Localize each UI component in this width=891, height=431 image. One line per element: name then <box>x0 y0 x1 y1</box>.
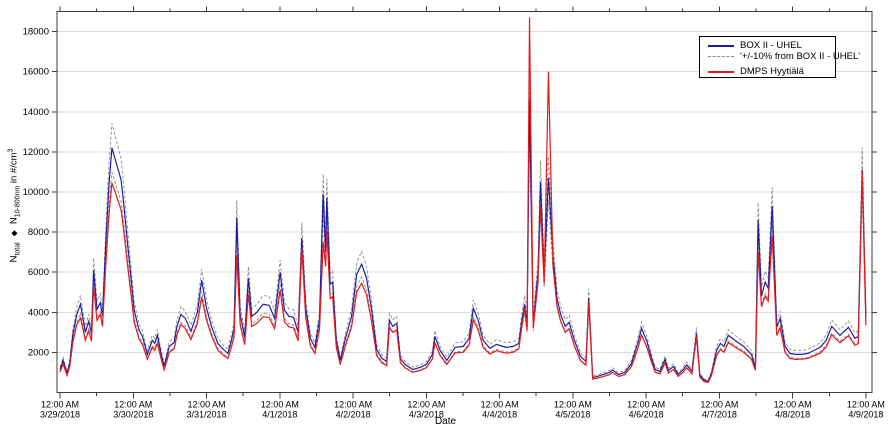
y-tick-label: 12000 <box>23 147 49 158</box>
x-axis-title: Date <box>434 416 457 427</box>
x-tick-label-date: 4/3/2018 <box>409 410 444 420</box>
y-label-units: in #/cm3 <box>7 148 20 186</box>
legend-label-box2-uhel: BOX II - UHEL <box>740 40 802 51</box>
x-tick-label-time: 12:00 AM <box>188 400 226 410</box>
y-tick-label: 6000 <box>28 267 49 278</box>
legend-line-sample-dashed-icon <box>708 56 734 57</box>
x-tick-label-date: 3/31/2018 <box>187 410 227 420</box>
plot-frame <box>56 11 873 393</box>
x-tick-label-time: 12:00 AM <box>774 400 812 410</box>
x-tick-label-time: 12:00 AM <box>41 400 79 410</box>
x-tick-label-time: 12:00 AM <box>627 400 665 410</box>
x-tick-label-date: 3/30/2018 <box>113 410 153 420</box>
x-tick-label-date: 4/7/2018 <box>702 410 737 420</box>
x-tick-label-time: 12:00 AM <box>114 400 152 410</box>
legend-item-envelope: '+/-10% from BOX II - UHEL' <box>700 51 860 62</box>
y-tick-label: 10000 <box>23 187 49 198</box>
x-tick-label-time: 12:00 AM <box>481 400 519 410</box>
x-tick-label-date: 4/5/2018 <box>555 410 590 420</box>
x-tick-label-time: 12:00 AM <box>700 400 738 410</box>
x-tick-label-date: 4/1/2018 <box>262 410 297 420</box>
series-line-envelope-lower <box>59 129 867 383</box>
legend-label-envelope: '+/-10% from BOX II - UHEL' <box>740 51 861 62</box>
x-tick-label-time: 12:00 AM <box>334 400 372 410</box>
x-tick-label-time: 12:00 AM <box>847 400 885 410</box>
y-tick-label: 2000 <box>28 347 49 358</box>
legend-line-sample-blue-icon <box>708 44 734 47</box>
legend-item-dmps: DMPS Hyytiälä <box>700 66 835 77</box>
y-tick-label: 18000 <box>23 27 49 38</box>
y-tick-label: 8000 <box>28 227 49 238</box>
y-label-n-total: Ntotal <box>8 242 22 263</box>
x-tick-label-date: 4/6/2018 <box>629 410 664 420</box>
series-line-dmps <box>59 17 867 384</box>
x-tick-label-time: 12:00 AM <box>407 400 445 410</box>
x-tick-label-date: 3/29/2018 <box>40 410 80 420</box>
y-tick-label: 16000 <box>23 67 49 78</box>
diamond-icon: ◆ <box>9 230 19 237</box>
series-line-envelope-upper <box>59 70 867 381</box>
x-tick-label-date: 4/8/2018 <box>775 410 810 420</box>
legend-item-box2-uhel: BOX II - UHEL <box>700 40 835 51</box>
series-line-box2-uhel <box>59 99 867 382</box>
legend: BOX II - UHEL '+/-10% from BOX II - UHEL… <box>699 36 860 78</box>
y-axis-label: Ntotal ◆ N10-800nm in #/cm3 <box>7 56 22 356</box>
x-tick-label-time: 12:00 AM <box>554 400 592 410</box>
x-tick-label-date: 4/9/2018 <box>848 410 883 420</box>
y-tick-label: 14000 <box>23 107 49 118</box>
x-tick-label-date: 4/2/2018 <box>336 410 371 420</box>
y-label-n-range: N10-800nm <box>8 185 22 225</box>
legend-label-dmps: DMPS Hyytiälä <box>740 66 804 77</box>
y-tick-label: 4000 <box>28 307 49 318</box>
x-tick-label-time: 12:00 AM <box>261 400 299 410</box>
legend-line-sample-red-icon <box>708 70 734 73</box>
x-tick-label-date: 4/4/2018 <box>482 410 517 420</box>
